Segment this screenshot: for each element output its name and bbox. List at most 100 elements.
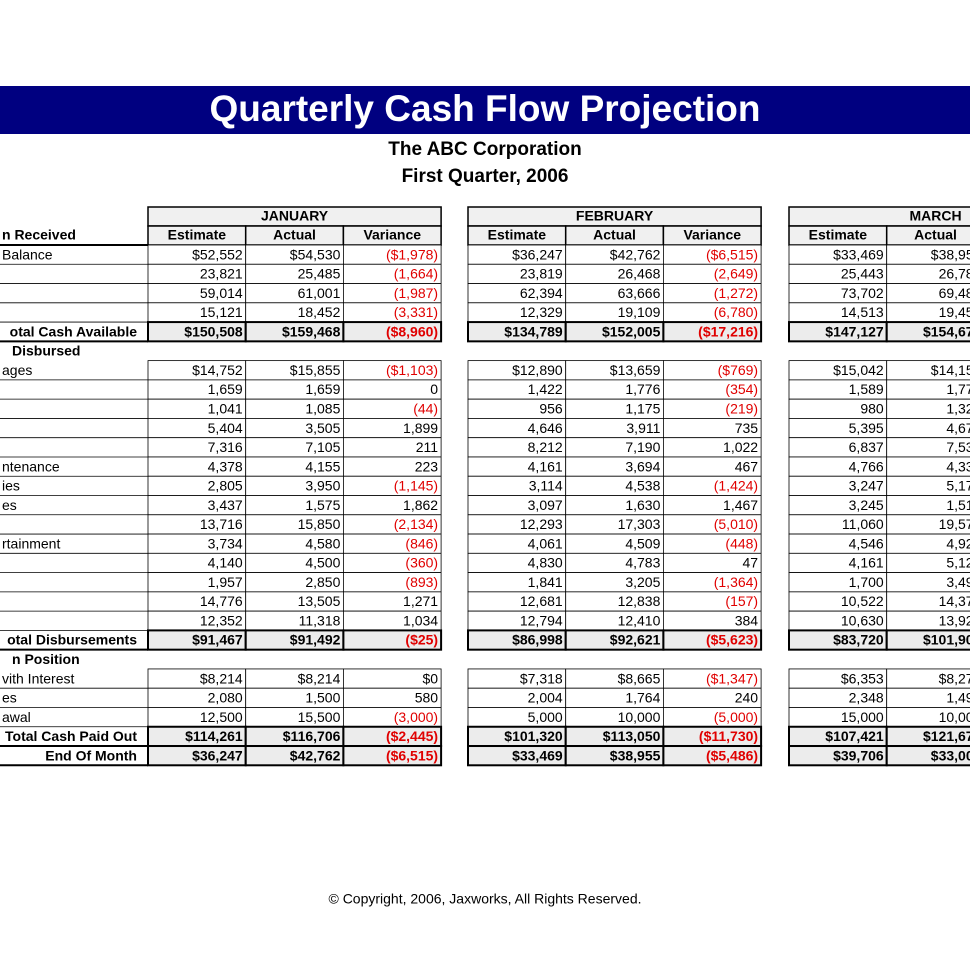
cell-value: 211	[416, 439, 439, 455]
cell-value: 3,505	[305, 420, 340, 436]
cell-value: 3,734	[208, 535, 243, 551]
cell-value: 735	[735, 420, 759, 436]
cell	[662, 321, 763, 343]
cell-value: (893)	[405, 574, 438, 590]
cell-value: $7,318	[520, 670, 563, 686]
cell-value: $152,005	[602, 323, 661, 339]
cell-value: ($1,978)	[386, 246, 438, 262]
cell-value: 12,293	[520, 516, 563, 532]
cell-value: (1,145)	[394, 478, 438, 494]
cell-value: $12,890	[512, 362, 563, 378]
cell-value: 5,125	[946, 555, 970, 571]
cell	[662, 745, 763, 767]
cell-value: 1,957	[208, 574, 243, 590]
cell-value: 3,247	[849, 478, 884, 494]
cell	[885, 321, 970, 343]
cell-value: $8,214	[298, 670, 341, 686]
row-label: Balance	[2, 246, 53, 262]
cell-value: 2,850	[305, 574, 340, 590]
column-header: Actual	[273, 227, 316, 243]
cell-value: 26,780	[939, 266, 970, 282]
row-label: vith Interest	[2, 670, 74, 686]
cell-value: 4,061	[528, 535, 563, 551]
cell-value: $13,659	[610, 362, 661, 378]
month-header: JANUARY	[261, 208, 329, 224]
cell-value: 3,245	[849, 497, 884, 513]
cell-value: 63,666	[618, 285, 661, 301]
cell-value: 62,394	[520, 285, 563, 301]
cell	[885, 745, 970, 767]
section-label: Disbursed	[12, 343, 80, 359]
cell-value: 7,316	[208, 439, 243, 455]
cell-value: (360)	[405, 555, 438, 571]
cell-value: 1,841	[528, 574, 563, 590]
row-label: es	[2, 690, 17, 706]
cell-value: 13,505	[298, 593, 341, 609]
cell-value: 18,452	[298, 304, 341, 320]
cell-value: $86,998	[512, 632, 563, 648]
cell-value: $33,469	[833, 246, 884, 262]
cell-value: 5,170	[946, 478, 970, 494]
section-label: n Position	[12, 651, 80, 667]
cell-value: 6,837	[849, 439, 884, 455]
cell-value: 1,659	[208, 381, 243, 397]
cell-value: 23,819	[520, 266, 563, 282]
cell-value: $33,469	[512, 747, 563, 763]
cell-value: 15,121	[200, 304, 243, 320]
cell-value: 12,500	[200, 709, 243, 725]
cell-value: $42,762	[610, 246, 661, 262]
cell-value: 384	[735, 612, 759, 628]
cell-value: 1,271	[403, 593, 438, 609]
cell-value: 7,190	[625, 439, 660, 455]
cell-value: 12,838	[618, 593, 661, 609]
cell-value: 4,580	[305, 535, 340, 551]
cell-value: 2,080	[208, 690, 243, 706]
cell-value: 7,535	[946, 439, 970, 455]
cell-value: $150,508	[184, 323, 243, 339]
column-header: Estimate	[168, 227, 227, 243]
cell-value: (5,000)	[714, 709, 758, 725]
row-label: awal	[2, 709, 31, 725]
cell-value: 240	[735, 690, 759, 706]
cell-value: 580	[415, 690, 439, 706]
row-label: otal Cash Available	[10, 323, 138, 339]
cell-value: $134,789	[504, 323, 563, 339]
cell-value: 3,205	[625, 574, 660, 590]
month-header: MARCH	[909, 208, 961, 224]
cell-value: 4,546	[849, 535, 884, 551]
cell-value: $14,752	[192, 362, 243, 378]
cell-value: $6,353	[841, 670, 884, 686]
cell-value: (448)	[725, 535, 758, 551]
cell-value: ($1,347)	[706, 670, 758, 686]
column-header: Variance	[363, 227, 421, 243]
cell-value: 4,646	[528, 420, 563, 436]
column-header: Actual	[914, 227, 957, 243]
cell-value: ($8,960)	[386, 323, 438, 339]
cell-value: $91,492	[290, 632, 341, 648]
cell-value: $8,665	[618, 670, 661, 686]
cell-value: 1,862	[403, 497, 438, 513]
cell-value: 4,670	[946, 420, 970, 436]
cell-value: $83,720	[833, 632, 884, 648]
cell-value: (3,331)	[394, 304, 438, 320]
cell-value: 3,499	[946, 574, 970, 590]
cell-value: ($5,623)	[706, 632, 758, 648]
cell-value: ($1,103)	[386, 362, 438, 378]
cell-value: 14,776	[200, 593, 243, 609]
column-header: Estimate	[488, 227, 547, 243]
cell-value: 1,175	[625, 400, 660, 416]
cell	[342, 745, 443, 767]
cell-value: 11,060	[842, 516, 884, 532]
cell-value: $101,320	[504, 728, 563, 744]
cell-value: 1,700	[849, 574, 884, 590]
cell-value: (354)	[725, 381, 758, 397]
cell-value: 25,443	[841, 266, 884, 282]
cell-value: $15,042	[833, 362, 884, 378]
cell-value: 10,522	[841, 593, 884, 609]
cell-value: 1,500	[305, 690, 340, 706]
cell-value: ($769)	[718, 362, 758, 378]
cell-value: $91,467	[192, 632, 243, 648]
cell-value: $121,671	[923, 728, 970, 744]
cell-value: 14,371	[939, 593, 970, 609]
